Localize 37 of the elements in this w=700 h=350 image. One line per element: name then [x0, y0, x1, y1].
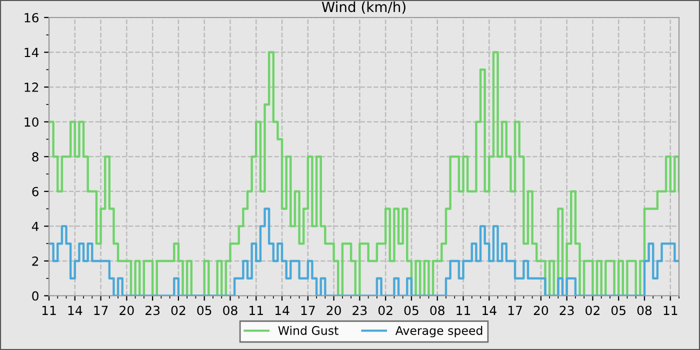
x-tick-label: 08 [223, 306, 238, 316]
x-tick-label: 23 [560, 306, 574, 316]
legend-label: Wind Gust [278, 326, 338, 335]
x-tick-label: 05 [197, 306, 212, 316]
x-tick-label: 11 [456, 306, 470, 315]
x-tick-label: 05 [611, 306, 626, 316]
x-tick-label: 20 [534, 306, 548, 316]
x-tick-label: 17 [508, 306, 522, 315]
x-tick-label: 11 [250, 306, 263, 315]
x-tick-label: 08 [637, 306, 652, 316]
x-tick-label: 23 [352, 306, 367, 316]
y-tick-label: 0 [32, 291, 38, 301]
y-tick-label: 8 [32, 152, 38, 162]
x-tick-label: 11 [664, 306, 678, 315]
x-tick-label: 14 [275, 306, 290, 315]
y-tick-label: 2 [32, 256, 38, 266]
chart-title: Wind (km/h) [322, 1, 406, 14]
y-tick-label: 16 [24, 12, 38, 22]
x-tick-label: 23 [146, 306, 160, 316]
y-tick-label: 14 [24, 48, 39, 58]
x-tick-label: 02 [378, 306, 392, 316]
x-tick-label: 08 [430, 306, 444, 316]
legend-label: Average speed [395, 326, 482, 338]
x-tick-label: 05 [404, 306, 418, 316]
x-tick-label: 20 [326, 306, 341, 316]
x-tick-label: 14 [68, 306, 82, 315]
x-tick-label: 17 [94, 306, 108, 315]
y-tick-label: 12 [24, 82, 38, 92]
x-tick-label: 17 [301, 306, 315, 315]
x-tick-label: 02 [171, 306, 186, 316]
y-tick-label: 10 [24, 117, 38, 127]
x-tick-label: 11 [42, 306, 56, 315]
x-tick-label: 14 [482, 306, 496, 315]
x-tick-label: 20 [120, 306, 134, 316]
y-tick-label: 4 [32, 222, 39, 231]
y-tick-label: 6 [32, 186, 38, 196]
x-tick-label: 02 [586, 306, 600, 316]
